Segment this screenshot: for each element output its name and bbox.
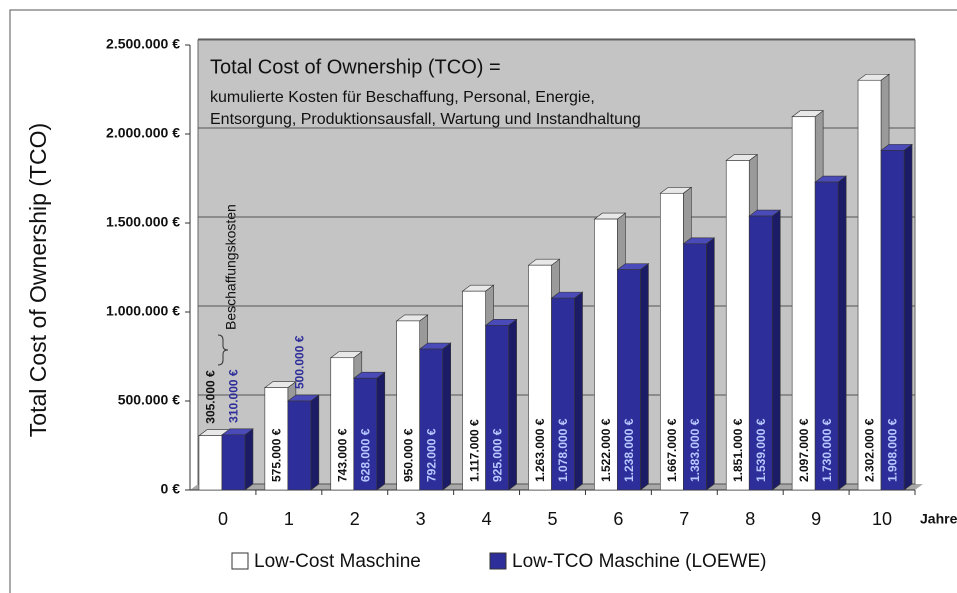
bar bbox=[419, 348, 443, 491]
y-tick-label: 1.000.000 € bbox=[106, 303, 180, 319]
x-tick-label: 6 bbox=[613, 509, 623, 529]
bar-side bbox=[771, 209, 781, 491]
x-tick-label: 8 bbox=[745, 509, 755, 529]
bar bbox=[353, 377, 378, 491]
x-tick-label: 9 bbox=[811, 509, 821, 529]
x-axis-unit: Jahre bbox=[920, 511, 957, 527]
value-label: 1.078.000 € bbox=[556, 418, 570, 482]
value-label: 1.908.000 € bbox=[886, 418, 900, 482]
plot-subtitle: Entsorgung, Produktionsausfall, Wartung … bbox=[210, 111, 641, 128]
bar bbox=[683, 243, 707, 491]
value-label: 628.000 € bbox=[358, 428, 372, 482]
bar bbox=[880, 150, 905, 491]
bar-side bbox=[903, 143, 913, 491]
bar bbox=[287, 400, 312, 491]
legend-swatch bbox=[489, 552, 507, 570]
value-label: 1.667.000 € bbox=[665, 418, 679, 482]
value-label: 310.000 € bbox=[227, 369, 241, 423]
annotation-brace bbox=[217, 334, 229, 366]
y-tick-label: 0 € bbox=[161, 481, 181, 497]
legend-label: Low-TCO Maschine (LOEWE) bbox=[512, 551, 766, 572]
bar-side bbox=[837, 175, 847, 491]
value-label: 792.000 € bbox=[424, 428, 438, 482]
bar-side bbox=[574, 291, 583, 491]
bar bbox=[551, 297, 575, 491]
bar bbox=[814, 181, 839, 491]
bar bbox=[221, 434, 246, 491]
value-label: 500.000 € bbox=[293, 335, 307, 389]
value-label: 950.000 € bbox=[401, 428, 415, 482]
value-label: 2.302.000 € bbox=[863, 418, 877, 482]
legend-label: Low-Cost Maschine bbox=[254, 551, 421, 572]
bar-side bbox=[310, 394, 320, 491]
value-label: 743.000 € bbox=[335, 428, 349, 482]
y-tick-label: 500.000 € bbox=[118, 392, 180, 408]
bar-side bbox=[706, 237, 715, 491]
y-axis-label: Total Cost of Ownership (TCO) bbox=[25, 123, 51, 437]
y-tick-label: 1.500.000 € bbox=[106, 214, 180, 230]
value-label: 1.383.000 € bbox=[688, 418, 702, 482]
value-label: 1.539.000 € bbox=[754, 418, 768, 482]
bar-side bbox=[442, 342, 451, 491]
bar-side bbox=[508, 318, 517, 491]
value-label: 1.117.000 € bbox=[467, 419, 481, 482]
value-label: 1.730.000 € bbox=[820, 418, 834, 482]
bar bbox=[748, 215, 773, 491]
bar-side bbox=[244, 428, 254, 491]
x-tick-label: 7 bbox=[679, 509, 689, 529]
value-label: 1.238.000 € bbox=[622, 418, 636, 482]
plot-subtitle: kumulierte Kosten für Beschaffung, Perso… bbox=[210, 89, 595, 106]
y-tick-label: 2.500.000 € bbox=[106, 36, 180, 52]
x-tick-label: 2 bbox=[350, 509, 360, 529]
legend-swatch bbox=[231, 552, 249, 570]
frame bbox=[9, 9, 957, 593]
value-label: 1.851.000 € bbox=[731, 418, 745, 482]
x-tick-label: 3 bbox=[416, 509, 426, 529]
x-tick-label: 0 bbox=[218, 509, 228, 529]
value-label: 1.522.000 € bbox=[599, 418, 613, 482]
value-label: 1.263.000 € bbox=[533, 418, 547, 482]
x-tick-label: 10 bbox=[872, 509, 892, 529]
bar bbox=[485, 325, 509, 491]
value-label: 2.097.000 € bbox=[797, 418, 811, 482]
value-label: 925.000 € bbox=[490, 428, 504, 482]
bar bbox=[198, 435, 223, 491]
x-tick-label: 1 bbox=[284, 509, 294, 529]
plot-title: Total Cost of Ownership (TCO) = bbox=[210, 56, 501, 78]
y-tick-label: 2.000.000 € bbox=[106, 125, 180, 141]
bar-side bbox=[640, 263, 649, 491]
bar-side bbox=[376, 371, 386, 491]
annotation: Beschaffungskosten bbox=[223, 204, 239, 330]
value-label: 575.000 € bbox=[270, 428, 284, 482]
x-tick-label: 4 bbox=[482, 509, 492, 529]
bar bbox=[617, 269, 641, 491]
x-tick-label: 5 bbox=[547, 509, 557, 529]
value-label: 305.000 € bbox=[204, 370, 218, 424]
